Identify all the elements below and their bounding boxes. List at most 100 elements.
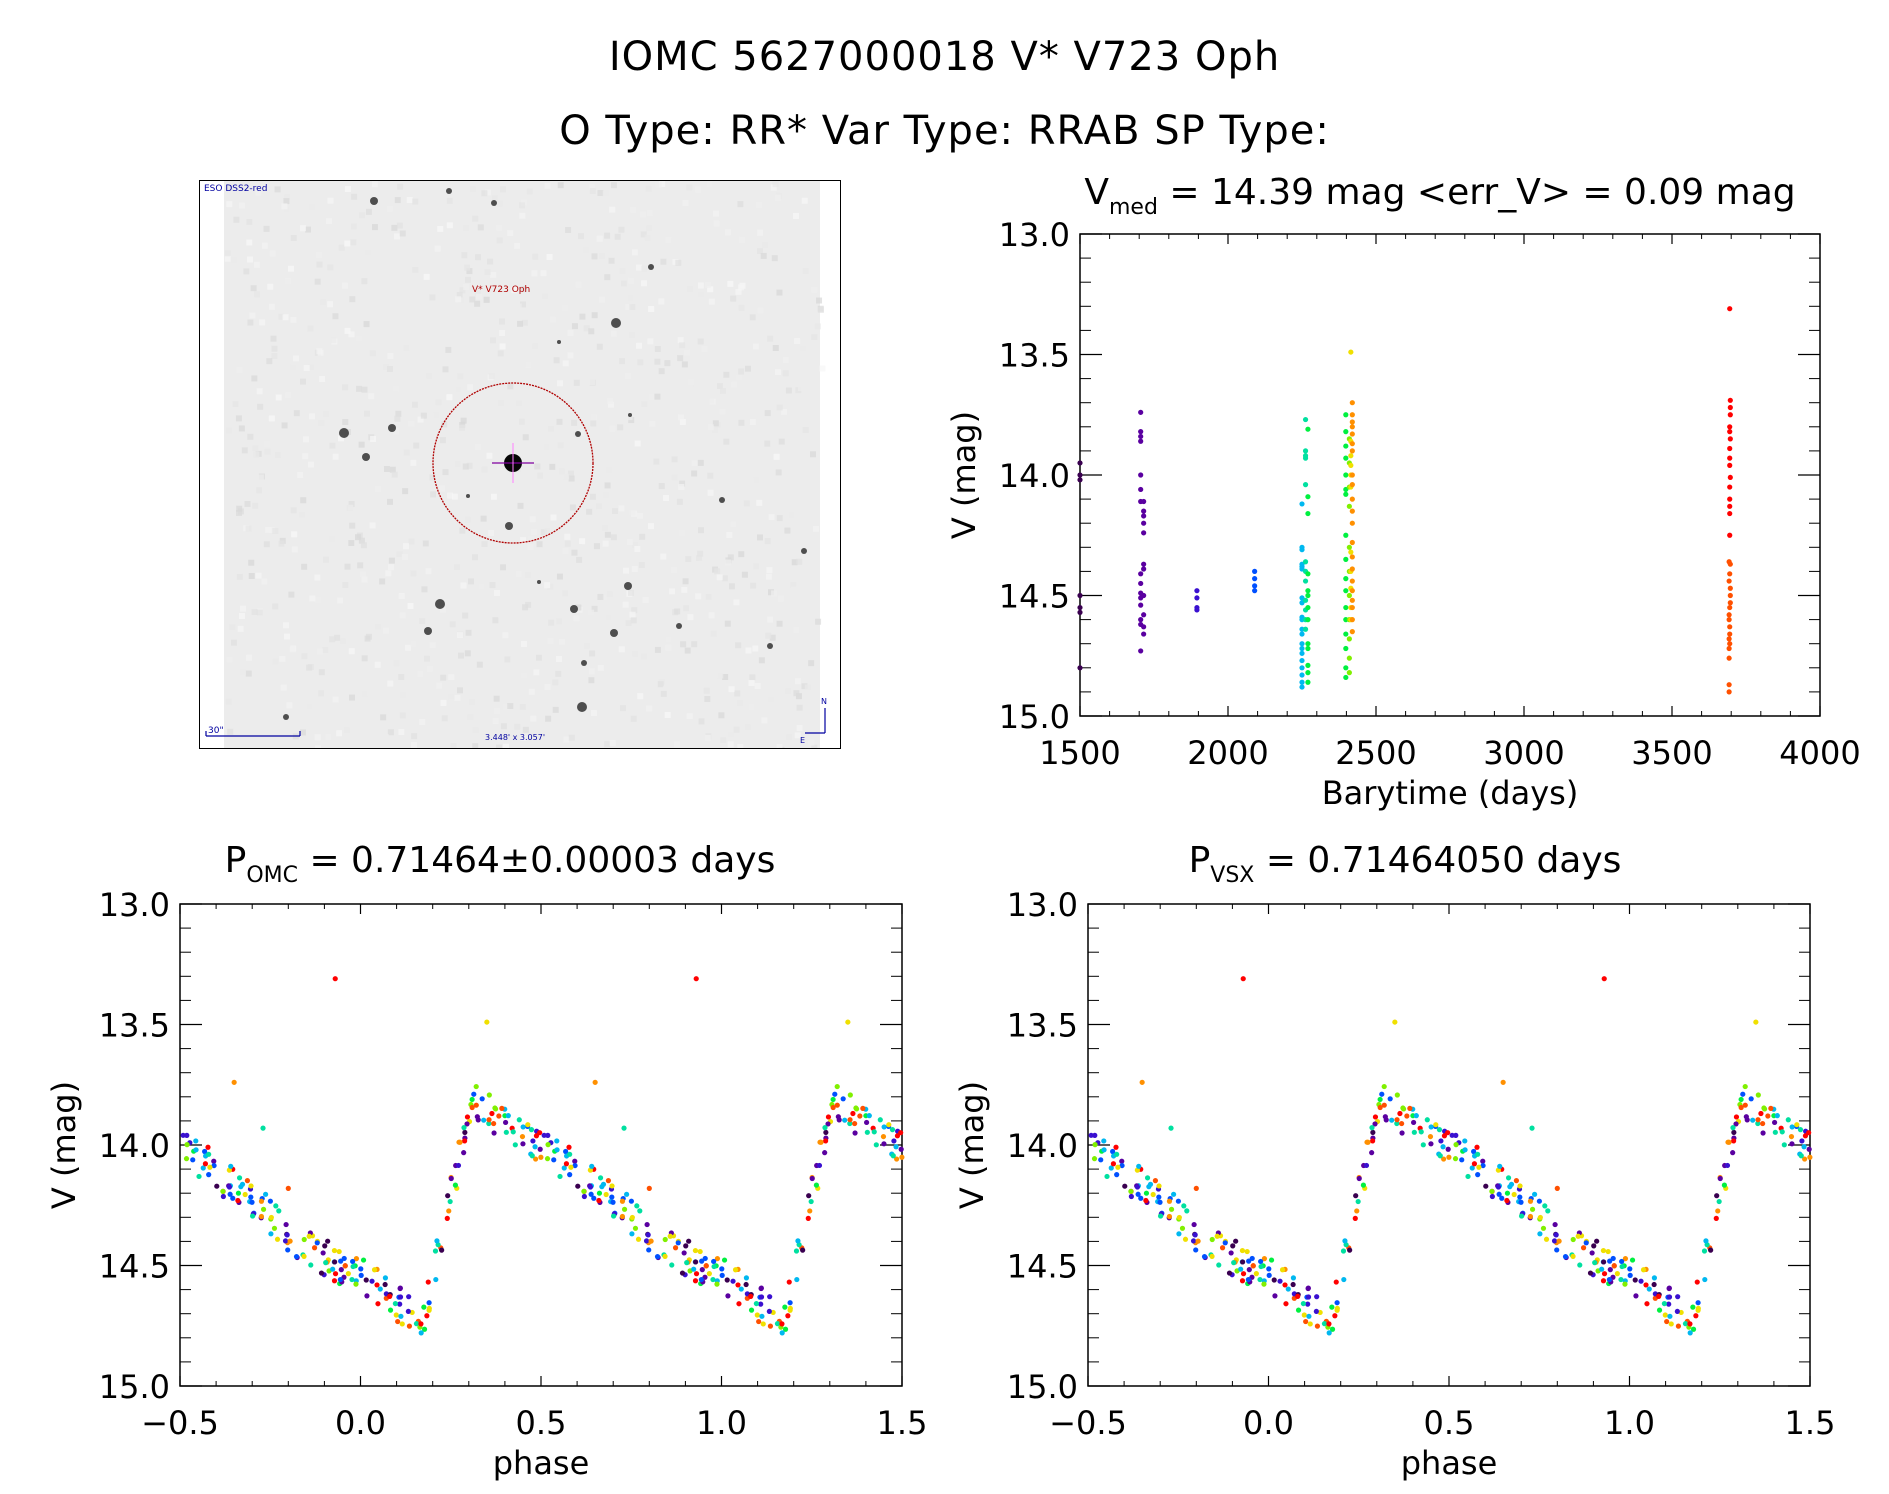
data-point <box>1314 1323 1321 1329</box>
data-point <box>1730 1150 1736 1156</box>
data-point <box>634 1203 640 1209</box>
data-point <box>557 1173 563 1180</box>
data-point <box>1346 544 1352 550</box>
noise-pixel <box>641 265 648 272</box>
data-point <box>318 1270 325 1276</box>
data-point <box>730 1278 736 1284</box>
noise-pixel <box>490 271 497 278</box>
data-point <box>1489 1193 1495 1200</box>
data-point <box>1354 1208 1360 1214</box>
data-point <box>662 1253 668 1259</box>
noise-pixel <box>811 744 818 748</box>
noise-pixel <box>305 226 312 233</box>
noise-pixel <box>559 638 566 645</box>
noise-pixel <box>316 261 323 268</box>
noise-pixel <box>486 452 493 459</box>
data-point <box>1104 1173 1110 1180</box>
data-point <box>866 1113 872 1119</box>
noise-pixel <box>519 212 526 219</box>
star <box>491 200 497 206</box>
data-point <box>898 1130 904 1136</box>
data-point <box>332 976 338 982</box>
noise-pixel <box>557 380 564 387</box>
noise-pixel <box>257 403 264 410</box>
noise-pixel <box>674 608 681 615</box>
noise-pixel <box>697 291 704 298</box>
noise-pixel <box>605 614 612 621</box>
noise-pixel <box>256 487 263 494</box>
noise-pixel <box>238 425 245 432</box>
noise-pixel <box>540 529 547 536</box>
data-point <box>1194 588 1200 594</box>
data-point <box>479 1096 485 1102</box>
noise-pixel <box>630 206 637 213</box>
noise-pixel <box>322 647 329 654</box>
noise-pixel <box>706 181 713 188</box>
data-point <box>1168 1125 1174 1131</box>
compass-east-label: E <box>800 736 805 745</box>
data-point <box>1343 556 1349 562</box>
noise-pixel <box>619 358 626 365</box>
data-point <box>1343 645 1349 652</box>
noise-pixel <box>422 540 429 547</box>
star <box>611 318 621 328</box>
noise-pixel <box>348 648 355 655</box>
data-point <box>1471 1148 1477 1155</box>
data-point <box>1147 1181 1154 1187</box>
data-point <box>525 1122 531 1128</box>
data-point <box>805 1215 811 1221</box>
noise-pixel <box>718 712 725 719</box>
noise-pixel <box>344 240 351 247</box>
noise-pixel <box>549 316 556 323</box>
noise-pixel <box>797 385 804 392</box>
noise-pixel <box>699 560 706 567</box>
data-point <box>1627 1266 1633 1272</box>
data-point <box>439 1247 445 1253</box>
noise-pixel <box>301 563 308 570</box>
data-point <box>1209 1236 1215 1243</box>
data-point <box>1708 1247 1714 1253</box>
noise-pixel <box>467 578 474 585</box>
data-point <box>464 1121 470 1127</box>
noise-pixel <box>469 296 476 303</box>
data-point <box>418 1321 424 1327</box>
noise-pixel <box>790 586 797 593</box>
phase-points <box>180 976 905 1336</box>
data-point <box>1480 1158 1486 1164</box>
data-point <box>1249 1255 1255 1262</box>
data-point <box>1420 1142 1426 1148</box>
noise-pixel <box>686 286 693 293</box>
data-point <box>471 1091 477 1097</box>
noise-pixel <box>749 314 756 321</box>
data-point <box>1138 580 1144 587</box>
data-point <box>1651 1275 1658 1281</box>
noise-pixel <box>804 684 811 691</box>
series-epoch-4 <box>1252 568 1258 594</box>
y-tick-label: 15.0 <box>1007 1368 1078 1406</box>
noise-pixel <box>271 345 278 352</box>
noise-pixel <box>790 581 797 588</box>
noise-pixel <box>547 425 554 432</box>
noise-pixel <box>631 541 638 548</box>
star <box>719 497 725 503</box>
noise-pixel <box>786 734 793 741</box>
data-point <box>271 1225 278 1231</box>
data-point <box>1760 1130 1766 1136</box>
noise-pixel <box>351 193 358 200</box>
noise-pixel <box>387 498 394 505</box>
data-point <box>520 1124 526 1130</box>
data-point <box>860 1105 866 1111</box>
data-point <box>591 1195 597 1201</box>
noise-pixel <box>275 394 282 401</box>
noise-pixel <box>283 622 290 629</box>
data-point <box>1761 1106 1768 1112</box>
noise-pixel <box>748 704 755 711</box>
noise-pixel <box>484 189 491 196</box>
data-point <box>822 1150 828 1156</box>
data-point <box>1138 602 1144 608</box>
data-point <box>743 1281 749 1288</box>
noise-pixel <box>487 258 494 265</box>
noise-pixel <box>457 652 464 659</box>
light-curve-chart: 1500 2000 2500 3000 3500 400013.013.514.014.5… <box>945 216 1861 812</box>
noise-pixel <box>363 410 370 417</box>
